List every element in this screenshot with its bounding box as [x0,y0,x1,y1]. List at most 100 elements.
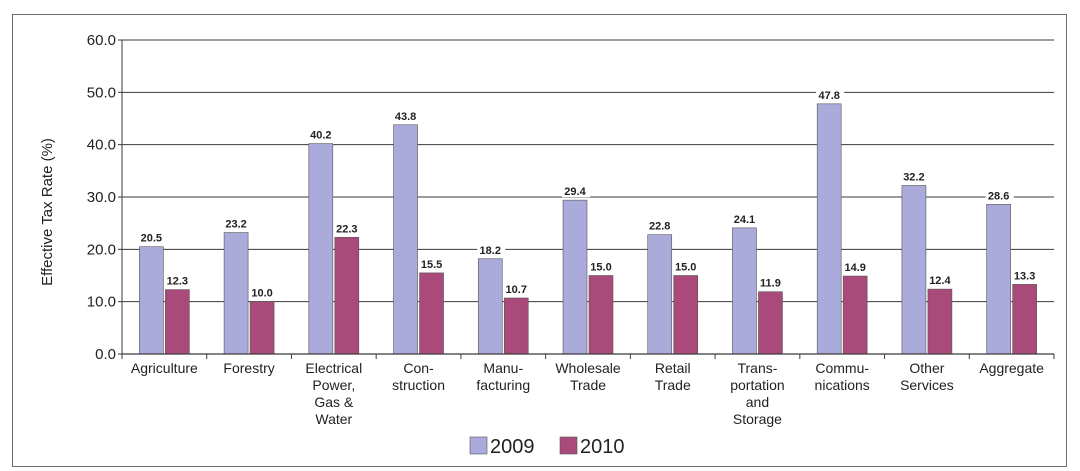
x-category-label: Storage [733,411,782,427]
value-label-bg [926,273,955,287]
legend-label: 2009 [490,436,535,458]
value-label: 18.2 [480,245,501,257]
x-category-label: Agriculture [131,360,198,376]
value-label-bg [900,169,929,183]
value-label: 14.9 [844,262,865,274]
value-label: 10.7 [506,284,527,296]
value-label: 32.2 [903,171,924,183]
value-label-bg [842,260,871,274]
bar-2009 [477,258,503,355]
bar-2010 [842,275,868,355]
bar-2009 [223,232,249,355]
value-label-bg [307,127,336,141]
y-tick-label: 30.0 [87,189,116,206]
value-label: 13.3 [1014,270,1035,282]
bar-2009 [139,246,164,355]
bar-2010 [503,297,529,355]
x-category-label: Wholesale [555,360,621,376]
value-label: 43.8 [395,111,416,123]
x-category-label: and [746,394,769,410]
bar-2009 [986,204,1011,355]
y-tick-label: 20.0 [87,241,116,258]
bar-2010 [165,289,190,355]
x-category-label: Con- [403,360,434,376]
value-label-bg [757,275,786,289]
x-category-label: Manu- [483,360,523,376]
bar-2009 [308,143,334,355]
bar-2009 [816,103,842,355]
value-label: 22.8 [649,221,670,233]
x-category-label: portation [730,377,784,393]
value-label: 11.9 [760,278,781,290]
value-label-bg [223,216,252,230]
x-category-label: Trade [570,377,606,393]
x-category-label: Services [900,377,954,393]
value-label: 28.6 [988,190,1009,202]
bar-2010 [334,236,360,355]
value-label-bg [392,108,421,122]
x-category-label: Commu- [815,360,869,376]
value-label: 23.2 [225,219,246,231]
value-label: 29.4 [564,186,586,198]
x-category-label: Electrical [305,360,362,376]
value-label-bg [333,221,362,235]
x-category-label: Power, [312,377,355,393]
legend-label: 2010 [580,436,625,458]
value-label-bg [477,242,506,256]
bar-2010 [758,291,783,355]
chart-frame [12,14,1067,467]
legend-swatch-2009 [469,436,488,455]
value-label-bg [588,259,616,273]
bar-2010 [673,275,699,355]
value-label: 15.0 [675,262,696,274]
bar-2009 [393,124,418,355]
value-label: 47.8 [818,90,839,102]
x-category-label: Other [909,360,944,376]
value-label-bg [985,188,1014,202]
bar-2009 [901,185,927,355]
value-label: 24.1 [734,214,755,226]
x-category-label: Retail [655,360,691,376]
x-category-label: Gas & [314,394,354,410]
x-category-label: facturing [476,377,530,393]
x-category-label: Water [315,411,352,427]
value-label-bg [646,218,675,232]
bar-2009 [562,199,588,355]
value-label-bg [562,184,590,198]
bar-2009 [647,234,673,355]
x-category-label: Forestry [223,360,274,376]
value-label: 22.3 [336,223,357,235]
value-label-bg [138,230,167,244]
bar-2010 [419,272,444,355]
x-category-label: Trade [655,377,691,393]
x-category-label: Trans- [737,360,777,376]
value-label-bg [503,282,532,296]
y-tick-label: 50.0 [87,84,116,101]
value-label: 15.5 [421,259,442,271]
value-label-bg [816,87,845,101]
value-label: 15.0 [590,262,611,274]
y-tick-label: 10.0 [87,294,116,311]
value-label-bg [249,285,278,299]
value-label: 12.4 [929,275,951,287]
x-category-label: struction [392,377,445,393]
x-category-label: Aggregate [979,360,1044,376]
value-label: 20.5 [141,233,162,245]
y-tick-label: 0.0 [95,346,116,363]
bar-2010 [1012,284,1037,355]
bar-2010 [249,301,275,355]
bar-2010 [588,275,614,355]
value-label-bg [672,259,701,273]
value-label: 40.2 [310,130,331,142]
value-label: 10.0 [251,288,272,300]
value-label-bg [1011,268,1040,282]
bar-2009 [732,227,757,355]
value-label-bg [731,211,760,225]
y-tick-label: 40.0 [87,137,116,154]
value-label: 12.3 [167,276,188,288]
y-tick-label: 60.0 [87,32,116,49]
y-axis-label: Effective Tax Rate (%) [39,138,56,286]
value-label-bg [418,256,447,270]
value-label-bg [164,273,193,287]
